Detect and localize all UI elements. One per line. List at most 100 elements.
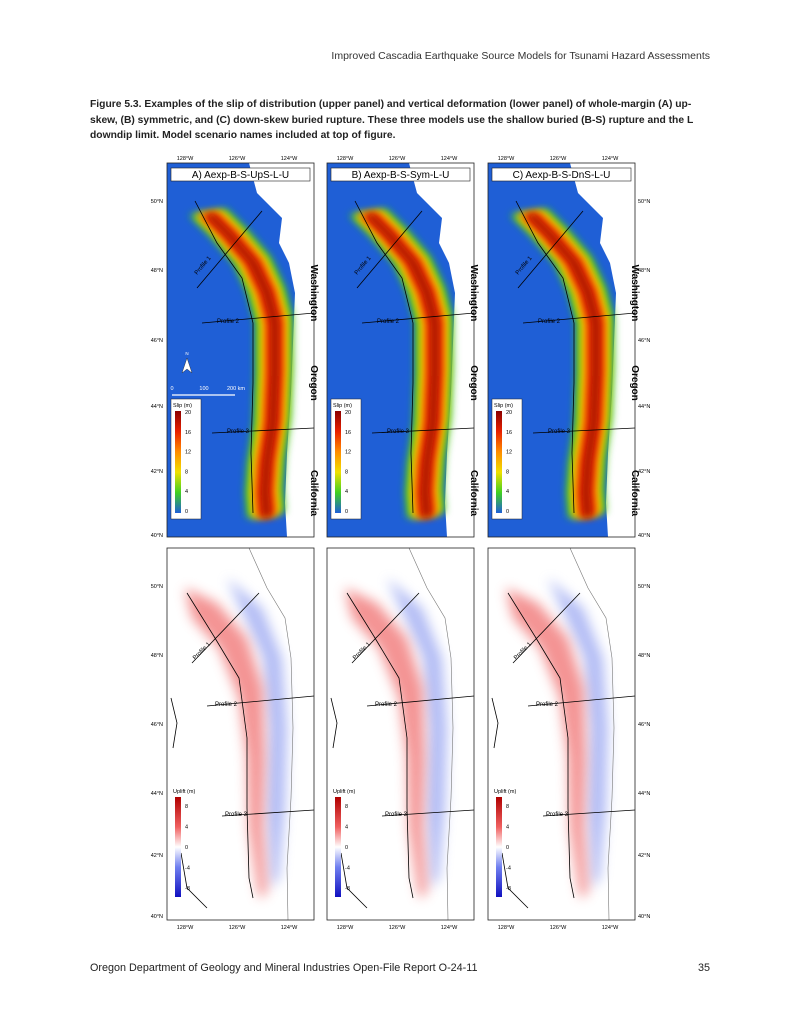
profile-2-label: Profile 2 [536,702,559,708]
uplift-zone [185,588,267,898]
state-label-california: California [629,470,640,517]
slip-legend-title: Slip (m) [494,403,513,409]
lon-tick-label: 126°W [389,156,406,162]
profile-line [527,695,636,707]
profile-line [532,427,636,434]
slip-legend-tick: 16 [185,430,191,436]
profile-line [211,427,315,434]
state-label-oregon: Oregon [629,365,640,401]
slip-legend-tick: 0 [506,509,509,515]
uplift-legend-tick: -8 [345,886,350,892]
uplift-legend-tick: 0 [506,845,509,851]
state-label-washington: Washington [629,265,640,322]
scenario-title-box [491,167,632,182]
profile-line [542,809,636,817]
uplift-color-bar [496,797,502,897]
north-label: N [185,351,188,356]
uplift-legend-tick: 0 [185,845,188,851]
lat-tick-label: 40°N [151,914,163,920]
uplift-legend: Uplift (m) 8 4 0 -4 -8 [494,789,516,897]
state-label-oregon: Oregon [468,365,479,401]
coastline [408,547,454,921]
state-label-oregon: Oregon [308,365,319,401]
uplift-legend-tick: -4 [506,866,511,872]
lon-tick-label: 128°W [498,925,515,931]
uplift-legend-title: Uplift (m) [494,789,516,795]
uplift-color-bar [175,797,181,897]
profile-line [512,592,581,664]
slip-color-bar [496,411,502,513]
profile-line [522,312,636,324]
lat-tick-label: 50°N [638,199,650,205]
lon-tick-label: 124°W [441,925,458,931]
uplift-legend: Uplift (m) 8 4 0 -4 -8 [333,789,355,897]
profile-line [517,210,584,289]
trench-line [515,200,575,514]
lat-tick-label: 48°N [638,268,650,274]
profile-2-label: Profile 2 [377,319,400,325]
footer-report-title: Oregon Department of Geology and Mineral… [90,962,478,974]
lon-tick-label: 128°W [337,156,354,162]
slip-legend-tick: 8 [185,469,188,475]
uplift-legend-tick: 8 [506,804,509,810]
uplift-legend-tick: 4 [506,825,509,831]
lat-tick-label: 46°N [638,338,650,344]
uplift-legend-tick: 8 [185,804,188,810]
scale-bar-label: 200 km [227,386,245,392]
lon-tick-label: 126°W [229,156,246,162]
uplift-legend-tick: 4 [185,825,188,831]
trench-line [186,592,254,899]
lat-tick-label: 42°N [638,469,650,475]
lat-tick-label: 46°N [151,338,163,344]
lon-tick-label: 128°W [177,925,194,931]
slip-legend: Slip (m)20 16 12 8 4 0 [170,398,202,520]
profile-line [196,210,263,289]
subsidence-zone [548,578,608,888]
lat-tick-label: 50°N [151,584,163,590]
figure-caption: Figure 5.3. Examples of the slip of dist… [90,99,694,141]
slip-legend-title: Slip (m) [333,403,352,409]
profile-3-label: Profile 3 [225,812,248,818]
panel-frame [487,547,636,921]
subsidence-zone [387,578,447,888]
profile-3-label: Profile 3 [548,429,571,435]
scenario-title-box [170,167,311,182]
lon-tick-label: 124°W [281,156,298,162]
state-label-washington: Washington [308,265,319,322]
scenario-title: C) Aexp-B-S-DnS-L-U [513,170,611,181]
profile-3-label: Profile 3 [385,812,408,818]
profile-2-label: Profile 2 [215,702,238,708]
lat-tick-label: 50°N [638,584,650,590]
lon-tick-label: 124°W [602,925,619,931]
fault-line [180,852,208,909]
trench-line [346,592,414,899]
state-label-washington: Washington [468,265,479,322]
uplift-legend-tick: 0 [345,845,348,851]
lat-tick-label: 46°N [151,722,163,728]
slip-color-bar [175,411,181,513]
profile-3-label: Profile 3 [546,812,569,818]
profile-2-label: Profile 2 [375,702,398,708]
lon-tick-label: 126°W [389,925,406,931]
lat-tick-label: 48°N [151,653,163,659]
profile-line [351,592,420,664]
profile-line [381,809,475,817]
panel-frame [487,162,636,538]
lon-tick-label: 128°W [177,156,194,162]
panel-frame [326,162,475,538]
lon-tick-label: 128°W [337,925,354,931]
state-label-california: California [308,470,319,517]
lon-tick-label: 124°W [602,156,619,162]
fault-line [330,697,338,749]
scenario-title: B) Aexp-B-S-Sym-L-U [352,170,450,181]
land-area [570,163,635,537]
slip-legend-tick: 20 [345,410,351,416]
scenario-title: A) Aexp-B-S-UpS-L-U [192,170,289,181]
slip-legend-tick: 4 [506,489,509,495]
uplift-color-bar [335,797,341,897]
